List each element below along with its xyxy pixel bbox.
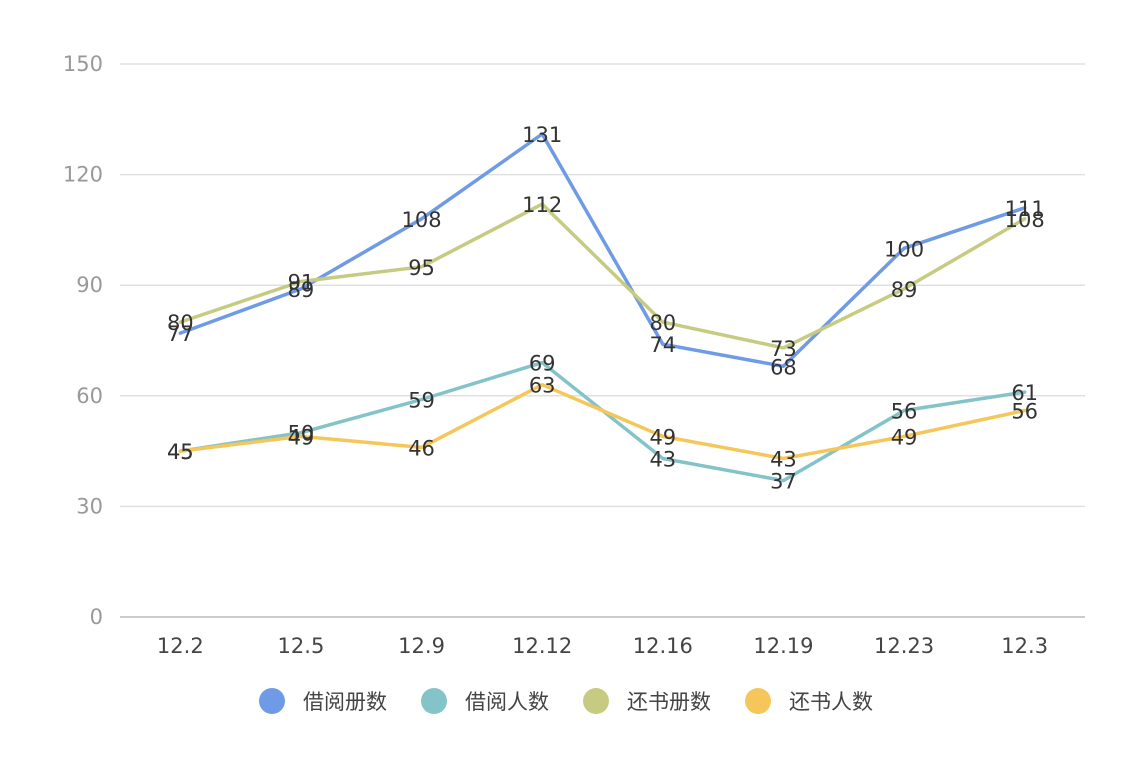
y-tick-label: 90 [76, 273, 103, 297]
data-label: 43 [649, 447, 676, 471]
legend-label: 还书人数 [789, 690, 873, 714]
data-label: 46 [408, 436, 435, 460]
data-label: 68 [770, 355, 797, 379]
data-label: 74 [649, 333, 676, 357]
legend-marker [745, 688, 771, 714]
y-axis: 0 30 60 90 120 150 [63, 52, 103, 629]
data-label: 37 [770, 470, 797, 494]
x-tick-label: 12.3 [1001, 634, 1048, 658]
y-tick-label: 0 [90, 605, 103, 629]
data-label: 63 [529, 374, 556, 398]
data-label: 45 [167, 440, 194, 464]
legend-label: 借阅人数 [465, 690, 549, 714]
x-tick-label: 12.9 [398, 634, 445, 658]
x-tick-label: 12.12 [512, 634, 572, 658]
legend-item-3[interactable]: 还书册数 [583, 688, 711, 714]
x-tick-label: 12.23 [874, 634, 934, 658]
data-label: 61 [1011, 381, 1038, 405]
legend-marker [421, 688, 447, 714]
data-label: 108 [402, 208, 442, 232]
legend-marker [259, 688, 285, 714]
data-label: 49 [288, 425, 315, 449]
data-label: 50 [288, 422, 315, 446]
y-tick-label: 150 [63, 52, 103, 76]
data-label: 49 [891, 425, 918, 449]
y-tick-label: 30 [76, 494, 103, 518]
data-label: 69 [529, 352, 556, 376]
legend: 借阅册数 借阅人数 还书册数 还书人数 [259, 688, 873, 714]
series-line-1 [178, 132, 1027, 369]
data-label: 43 [770, 447, 797, 471]
legend-item-1[interactable]: 借阅册数 [259, 688, 387, 714]
series-line-4 [178, 382, 1027, 461]
legend-label: 借阅册数 [303, 690, 387, 714]
data-label: 131 [522, 123, 562, 147]
data-label: 89 [288, 278, 315, 302]
data-label: 112 [522, 193, 562, 217]
data-label: 77 [167, 322, 194, 346]
data-label: 80 [649, 311, 676, 335]
data-label: 45 [167, 440, 194, 464]
legend-marker [583, 688, 609, 714]
data-label: 89 [891, 278, 918, 302]
x-tick-label: 12.5 [278, 634, 325, 658]
data-label: 56 [1011, 400, 1038, 424]
legend-item-4[interactable]: 还书人数 [745, 688, 873, 714]
legend-label: 还书册数 [627, 690, 711, 714]
y-tick-label: 60 [76, 384, 103, 408]
x-tick-label: 12.2 [157, 634, 204, 658]
data-label: 80 [167, 311, 194, 335]
grid-layer [120, 63, 1085, 618]
legend-item-2[interactable]: 借阅人数 [421, 688, 549, 714]
data-label: 73 [770, 337, 797, 361]
data-label: 100 [884, 237, 924, 261]
series-layer [178, 132, 1027, 483]
x-tick-label: 12.19 [753, 634, 813, 658]
data-label: 56 [891, 400, 918, 424]
data-labels: 7789108131746810011145505969433756618091… [167, 123, 1045, 494]
data-label: 108 [1005, 208, 1045, 232]
data-label: 95 [408, 256, 435, 280]
series-line-3 [178, 202, 1027, 350]
y-tick-label: 120 [63, 163, 103, 187]
data-label: 111 [1005, 197, 1045, 221]
data-label: 49 [649, 425, 676, 449]
x-axis: 12.2 12.5 12.9 12.12 12.16 12.19 12.23 12.3 [157, 634, 1048, 658]
data-label: 59 [408, 388, 435, 412]
x-tick-label: 12.16 [633, 634, 693, 658]
data-label: 91 [288, 271, 315, 295]
